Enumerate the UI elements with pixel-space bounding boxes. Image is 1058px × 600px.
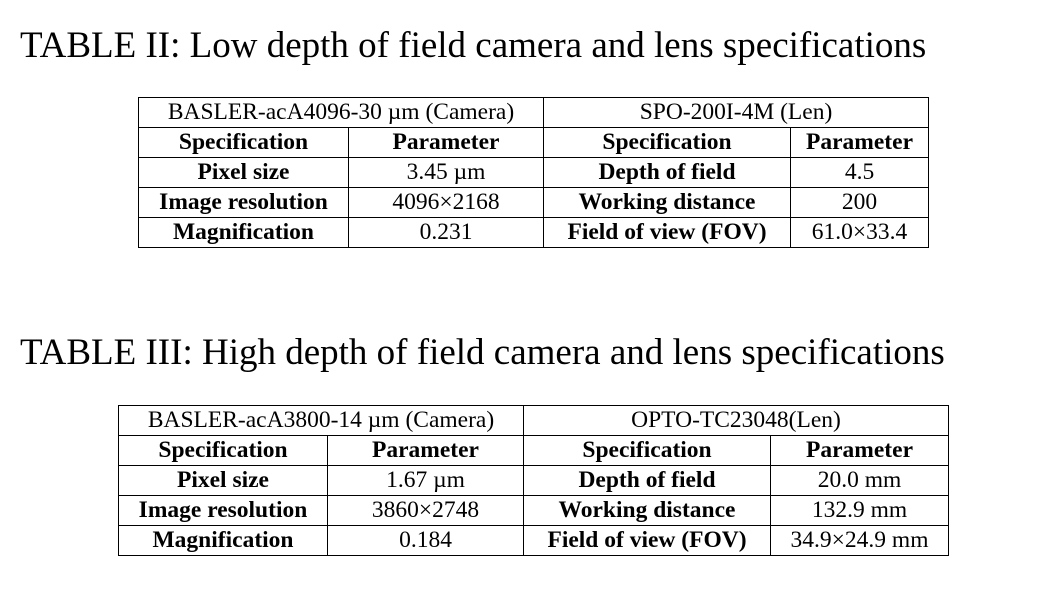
param-cell: 1.67 µm [327, 465, 524, 496]
header-cell: Parameter [789, 127, 930, 158]
header-cell: Specification [543, 127, 791, 158]
header-row: Specification Parameter Specification Param… [138, 127, 930, 158]
data-row: Magnification 0.184 Field of view (FOV) 34.… [118, 525, 950, 556]
group-cell: BASLER-acA4096-30 µm (Camera) [138, 97, 544, 128]
spec-table: BASLER-acA3800-14 µm (Camera) OPTO-TC2304… [118, 405, 950, 556]
param-cell: 20.0 mm [769, 465, 950, 496]
spec-cell: Pixel size [118, 465, 328, 496]
header-cell: Specification [523, 435, 771, 466]
table-title: TABLE II: Low depth of field camera and … [20, 25, 927, 66]
spec-table: BASLER-acA4096-30 µm (Camera) SPO-200I-4M… [138, 97, 930, 248]
data-row: Image resolution 4096×2168 Working distanc… [138, 187, 930, 218]
spec-cell: Field of view (FOV) [543, 217, 791, 248]
param-cell: 4096×2168 [348, 187, 544, 218]
group-row: BASLER-acA4096-30 µm (Camera) SPO-200I-4M… [138, 97, 930, 128]
data-row: Image resolution 3860×2748 Working distanc… [118, 495, 950, 526]
spec-cell: Image resolution [138, 187, 349, 218]
group-row: BASLER-acA3800-14 µm (Camera) OPTO-TC2304… [118, 405, 950, 436]
spec-cell: Working distance [523, 495, 771, 526]
spec-cell: Working distance [543, 187, 791, 218]
header-cell: Parameter [769, 435, 950, 466]
spec-cell: Field of view (FOV) [523, 525, 771, 556]
spec-cell: Magnification [118, 525, 328, 556]
spec-cell: Image resolution [118, 495, 328, 526]
param-cell: 200 [789, 187, 930, 218]
header-cell: Specification [138, 127, 349, 158]
table-title: TABLE III: High depth of field camera an… [20, 332, 945, 373]
group-cell: OPTO-TC23048(Len) [522, 405, 950, 436]
param-cell: 0.184 [327, 525, 524, 556]
header-cell: Parameter [348, 127, 544, 158]
param-cell: 132.9 mm [769, 495, 950, 526]
header-cell: Parameter [327, 435, 524, 466]
param-cell: 0.231 [348, 217, 544, 248]
spec-cell: Depth of field [523, 465, 771, 496]
param-cell: 3.45 µm [348, 157, 544, 188]
param-cell: 4.5 [789, 157, 930, 188]
spec-cell: Pixel size [138, 157, 349, 188]
group-cell: BASLER-acA3800-14 µm (Camera) [118, 405, 524, 436]
data-row: Pixel size 1.67 µm Depth of field 20.0 mm [118, 465, 950, 496]
param-cell: 61.0×33.4 [789, 217, 930, 248]
data-row: Magnification 0.231 Field of view (FOV) 61.… [138, 217, 930, 248]
header-cell: Specification [118, 435, 328, 466]
header-row: Specification Parameter Specification Param… [118, 435, 950, 466]
param-cell: 3860×2748 [327, 495, 524, 526]
param-cell: 34.9×24.9 mm [769, 525, 950, 556]
group-cell: SPO-200I-4M (Len) [542, 97, 930, 128]
data-row: Pixel size 3.45 µm Depth of field 4.5 [138, 157, 930, 188]
spec-cell: Depth of field [543, 157, 791, 188]
spec-cell: Magnification [138, 217, 349, 248]
